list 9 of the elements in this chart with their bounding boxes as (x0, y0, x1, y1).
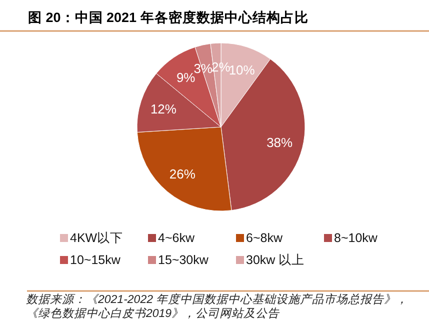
legend-label: 4KW以下 (70, 231, 124, 245)
legend-label: 8~10kw (334, 231, 378, 245)
legend-label: 6~8kw (246, 231, 284, 245)
title: 图 20：中国 2021 年各密度数据中心结构占比 (28, 10, 308, 25)
legend-label: 10~15kw (70, 253, 122, 267)
legend-label: 4~6kw (158, 231, 196, 245)
source-note: 数据来源：《2021-2022 年度中国数据中心基础设施产品市场总报告》，《绿色数据中心白皮书2019》，公司网站及公告 (26, 293, 410, 321)
legend-label: 30kw 以上 (246, 253, 305, 267)
legend-label: 15~30kw (158, 253, 210, 267)
